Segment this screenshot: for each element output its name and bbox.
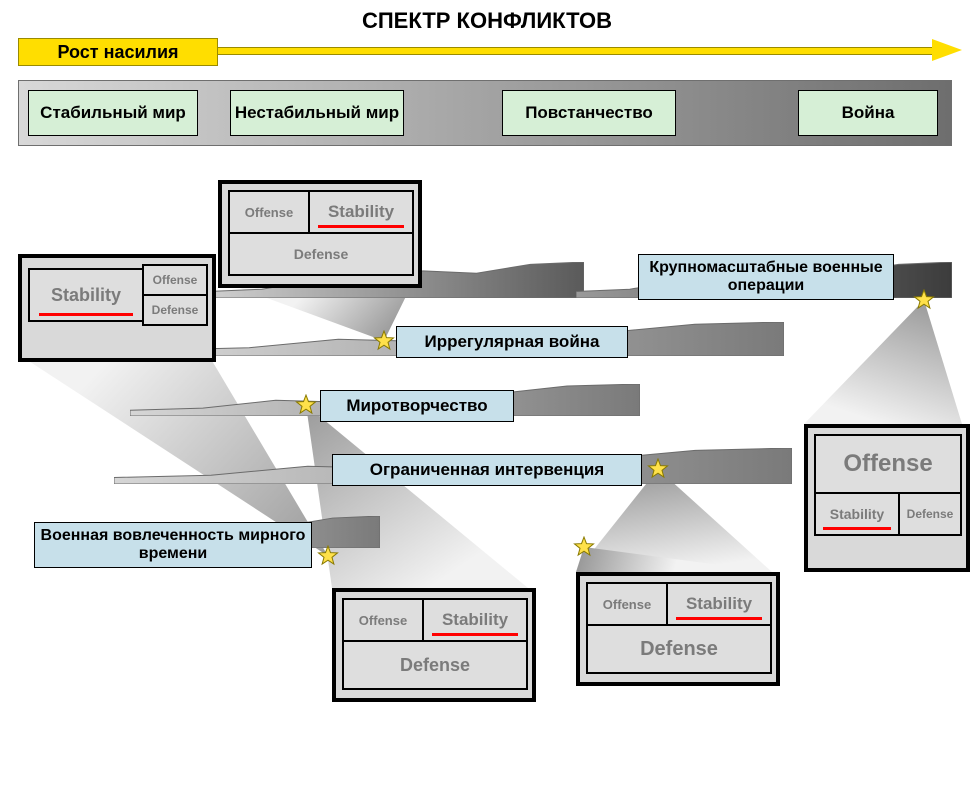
priority-cell: Defense [342,640,528,690]
priority-cell: Defense [142,294,208,326]
spectrum-stage: Стабильный мир [28,90,198,136]
priority-cell: Stability [814,492,900,536]
spectrum-stage: Нестабильный мир [230,90,404,136]
priority-box: OffenseStabilityDefense [218,180,422,288]
priority-cell: Offense [228,190,310,234]
emphasis-underline [823,527,892,530]
emphasis-underline [676,617,762,620]
spectrum-stage: Повстанчество [502,90,676,136]
operation-label: Миротворчество [320,390,514,422]
operation-label: Крупномасштабные военные операции [638,254,894,300]
star-icon [913,289,935,311]
callout-beam [804,300,962,424]
operation-label: Иррегулярная война [396,326,628,358]
priority-cell: Stability [666,582,772,626]
page-title: СПЕКТР КОНФЛИКТОВ [0,8,974,34]
star-icon [647,458,669,480]
priority-box: OffenseStabilityDefense [332,588,536,702]
priority-cell: Defense [586,624,772,674]
priority-cell: Offense [342,598,424,642]
spectrum-stage: Война [798,90,938,136]
callout-beam [306,405,528,588]
priority-cell: Stability [308,190,414,234]
priority-cell: Stability [28,268,144,322]
priority-cell: Offense [586,582,668,626]
priority-cell: Offense [814,434,962,494]
violence-arrow-bar [216,47,932,55]
priority-cell: Stability [422,598,528,642]
star-icon [373,330,395,352]
emphasis-underline [318,225,404,228]
violence-arrow-label: Рост насилия [18,38,218,66]
priority-cell: Defense [898,492,962,536]
star-icon [573,536,595,558]
star-icon [317,545,339,567]
priority-cell: Offense [142,264,208,296]
priority-box: OffenseStabilityDefense [576,572,780,686]
priority-box: StabilityOffenseDefense [18,254,216,362]
callout-beam [576,547,772,572]
emphasis-underline [432,633,518,636]
violence-arrow-head [932,39,962,61]
star-icon [295,394,317,416]
emphasis-underline [39,313,133,316]
priority-cell: Defense [228,232,414,276]
operation-label: Ограниченная интервенция [332,454,642,486]
operation-label: Военная вовлеченность мирного времени [34,522,312,568]
priority-box: OffenseStabilityDefense [804,424,970,572]
